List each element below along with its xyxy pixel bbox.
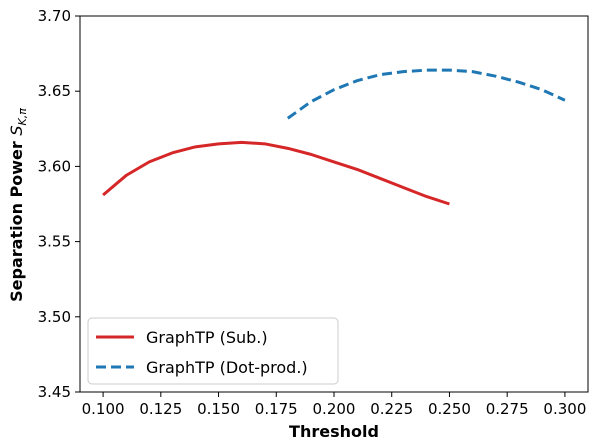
legend-label-dot-prod: GraphTP (Dot-prod.): [146, 358, 308, 377]
legend-box: [87, 317, 339, 385]
x-axis-label: Threshold: [289, 422, 379, 441]
y-tick-label: 3.70: [38, 7, 71, 25]
legend-label-sub: GraphTP (Sub.): [146, 328, 268, 347]
y-tick-label: 3.50: [38, 308, 71, 326]
series-line-0: [102, 140, 450, 206]
y-tick-label: 3.45: [38, 383, 71, 401]
x-tick-label: 0.275: [486, 400, 529, 418]
y-axis-label-main: Separation Power: [7, 136, 26, 302]
x-tick-label: 0.150: [197, 400, 240, 418]
y-tick-label: 3.55: [38, 233, 71, 251]
legend: GraphTP (Sub.) GraphTP (Dot-prod.): [87, 317, 339, 385]
y-axis-label-subscript: K,π: [16, 108, 29, 126]
x-tick-label: 0.175: [255, 400, 298, 418]
tick-layer: 0.100 0.125 0.150 0.175 0.200 0.225 0.250 0.275…: [38, 7, 587, 418]
x-tick-label: 0.100: [82, 400, 125, 418]
series-line-1: [286, 68, 566, 120]
x-tick-label: 0.250: [428, 400, 471, 418]
x-tick-label: 0.200: [313, 400, 356, 418]
y-tick-label: 3.60: [38, 157, 71, 175]
x-tick-label: 0.225: [370, 400, 413, 418]
y-axis-label: Separation Power SK,π: [7, 108, 29, 302]
x-tick-label: 0.300: [543, 400, 586, 418]
y-tick-label: 3.65: [38, 82, 71, 100]
y-axis-label-symbol: S: [7, 125, 26, 135]
series-layer: [102, 68, 566, 206]
x-tick-label: 0.125: [139, 400, 182, 418]
